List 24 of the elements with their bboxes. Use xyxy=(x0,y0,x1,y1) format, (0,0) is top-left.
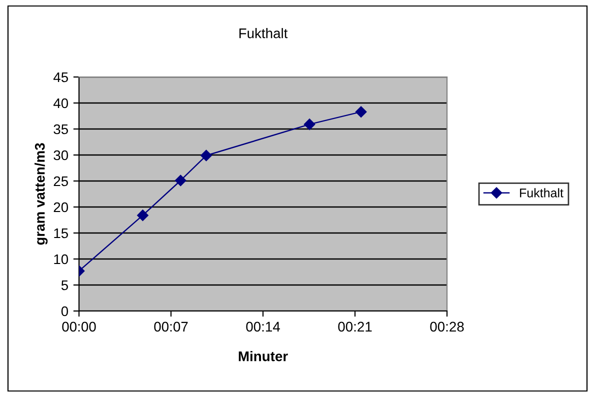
y-tick-label: 5 xyxy=(61,280,68,290)
x-tick-label: 00:28 xyxy=(430,322,464,332)
x-tick-label: 00:07 xyxy=(154,322,188,332)
y-tick-label: 30 xyxy=(54,150,68,160)
y-axis-title: gram vatten/m3 xyxy=(34,143,48,245)
y-tick-label: 40 xyxy=(53,98,68,108)
y-tick-label: 35 xyxy=(54,124,68,134)
point xyxy=(174,174,186,186)
x-axis-title: Minuter xyxy=(238,351,288,362)
x-tick-label: 00:14 xyxy=(246,322,280,332)
x-tick-label: 00:00 xyxy=(62,322,96,332)
point xyxy=(137,210,148,221)
y-tick-label: 45 xyxy=(53,72,68,82)
y-tick-label: 20 xyxy=(54,202,68,212)
x-tick-label: 00:21 xyxy=(338,322,372,332)
point xyxy=(355,106,367,118)
legend-label: Fukthalt xyxy=(520,188,564,198)
y-tick-label: 25 xyxy=(54,176,68,186)
point xyxy=(304,118,316,130)
y-tick-label: 0 xyxy=(61,306,68,316)
point xyxy=(200,150,212,162)
chart-title: Fukthalt xyxy=(239,28,288,38)
y-tick-label: 15 xyxy=(54,228,68,238)
y-tick-label: 10 xyxy=(54,254,68,264)
